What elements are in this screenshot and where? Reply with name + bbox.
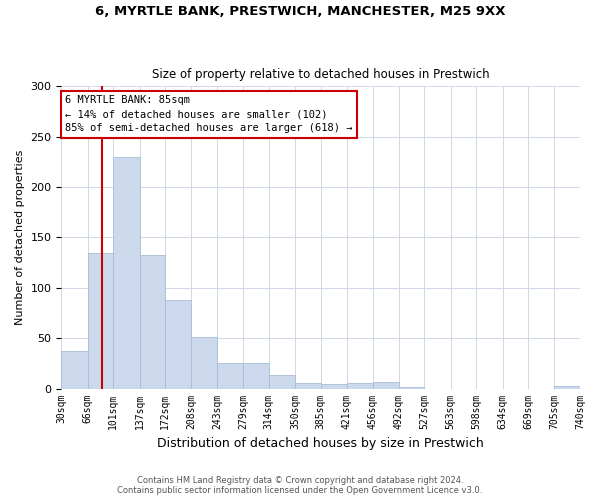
Bar bbox=[295, 382, 321, 388]
Bar bbox=[399, 386, 424, 388]
Bar bbox=[347, 382, 373, 388]
Bar bbox=[373, 382, 399, 388]
Bar bbox=[269, 376, 295, 388]
Y-axis label: Number of detached properties: Number of detached properties bbox=[15, 150, 25, 325]
Text: 6, MYRTLE BANK, PRESTWICH, MANCHESTER, M25 9XX: 6, MYRTLE BANK, PRESTWICH, MANCHESTER, M… bbox=[95, 5, 505, 18]
Bar bbox=[243, 364, 269, 388]
Text: 6 MYRTLE BANK: 85sqm
← 14% of detached houses are smaller (102)
85% of semi-deta: 6 MYRTLE BANK: 85sqm ← 14% of detached h… bbox=[65, 96, 353, 134]
Text: Contains HM Land Registry data © Crown copyright and database right 2024.
Contai: Contains HM Land Registry data © Crown c… bbox=[118, 476, 482, 495]
Bar bbox=[217, 364, 243, 388]
Bar bbox=[554, 386, 580, 388]
Bar bbox=[61, 352, 88, 389]
Bar bbox=[88, 252, 113, 388]
Bar bbox=[165, 300, 191, 388]
X-axis label: Distribution of detached houses by size in Prestwich: Distribution of detached houses by size … bbox=[157, 437, 484, 450]
Bar bbox=[113, 157, 140, 388]
Bar bbox=[321, 384, 347, 388]
Bar bbox=[191, 337, 217, 388]
Title: Size of property relative to detached houses in Prestwich: Size of property relative to detached ho… bbox=[152, 68, 490, 81]
Bar bbox=[140, 254, 165, 388]
